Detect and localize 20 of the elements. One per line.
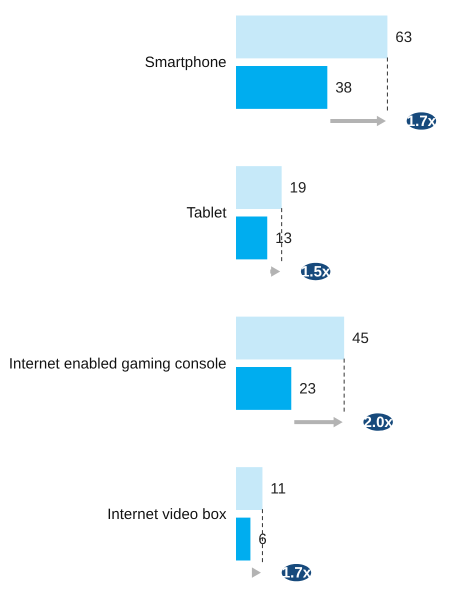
- bar: [236, 66, 328, 109]
- data-label: 19: [290, 180, 306, 197]
- bar: [236, 518, 250, 560]
- bar: [236, 216, 268, 260]
- bar: [236, 16, 388, 58]
- data-label: 38: [335, 79, 352, 96]
- bar: [236, 316, 344, 360]
- data-label: 13: [275, 230, 292, 247]
- bar: [236, 367, 292, 410]
- y-tick-label: Internet enabled gaming console: [8, 355, 226, 372]
- data-label: 63: [395, 28, 412, 46]
- data-label: 23: [299, 380, 316, 398]
- y-tick-label: Tablet: [186, 204, 228, 222]
- y-tick-label: Smartphone: [144, 54, 226, 72]
- y-tick-label: Internet video box: [107, 506, 227, 523]
- data-label: 45: [352, 330, 369, 348]
- data-label: 6: [258, 531, 267, 548]
- bar: [236, 467, 262, 510]
- bar: [236, 166, 282, 209]
- data-label: 11: [270, 480, 286, 498]
